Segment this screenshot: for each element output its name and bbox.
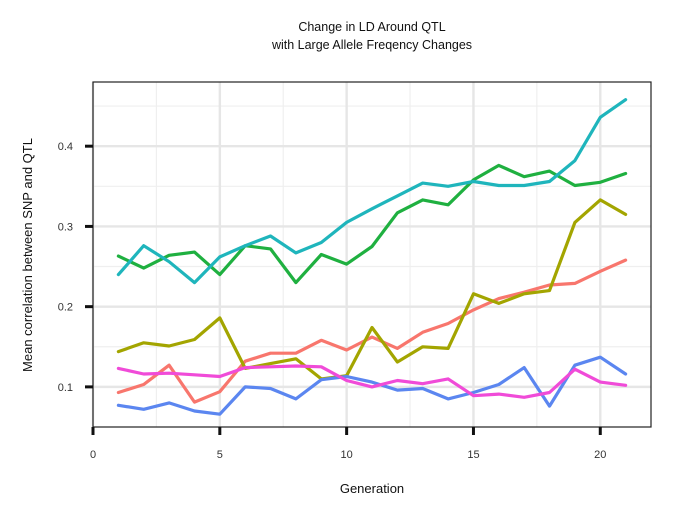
y-tick-label: 0.4: [58, 141, 73, 153]
y-axis-label: Mean correlation between SNP and QTL: [20, 138, 35, 372]
series-line-6: [116, 364, 628, 399]
chart-title: Change in LD Around QTL: [298, 20, 445, 34]
series-line-3: [116, 163, 628, 285]
series-lines: [116, 98, 628, 416]
series-line-2: [116, 198, 628, 381]
axes: 0 5 10 15 20 0.1 0.2 0.3 0.4: [58, 141, 607, 461]
y-tick-label: 0.2: [58, 302, 73, 314]
x-tick-label: 0: [90, 449, 96, 461]
y-tick-label: 0.3: [58, 221, 73, 233]
x-tick-label: 20: [594, 449, 606, 461]
x-axis-label: Generation: [340, 481, 404, 496]
x-tick-label: 15: [467, 449, 479, 461]
series-line-1: [116, 258, 628, 404]
series-line-4: [116, 98, 628, 285]
y-tick-label: 0.1: [58, 382, 73, 394]
x-tick-label: 5: [217, 449, 223, 461]
x-tick-label: 10: [341, 449, 353, 461]
plot-panel-border: [92, 81, 652, 428]
chart-subtitle: with Large Allele Freqency Changes: [271, 38, 472, 52]
